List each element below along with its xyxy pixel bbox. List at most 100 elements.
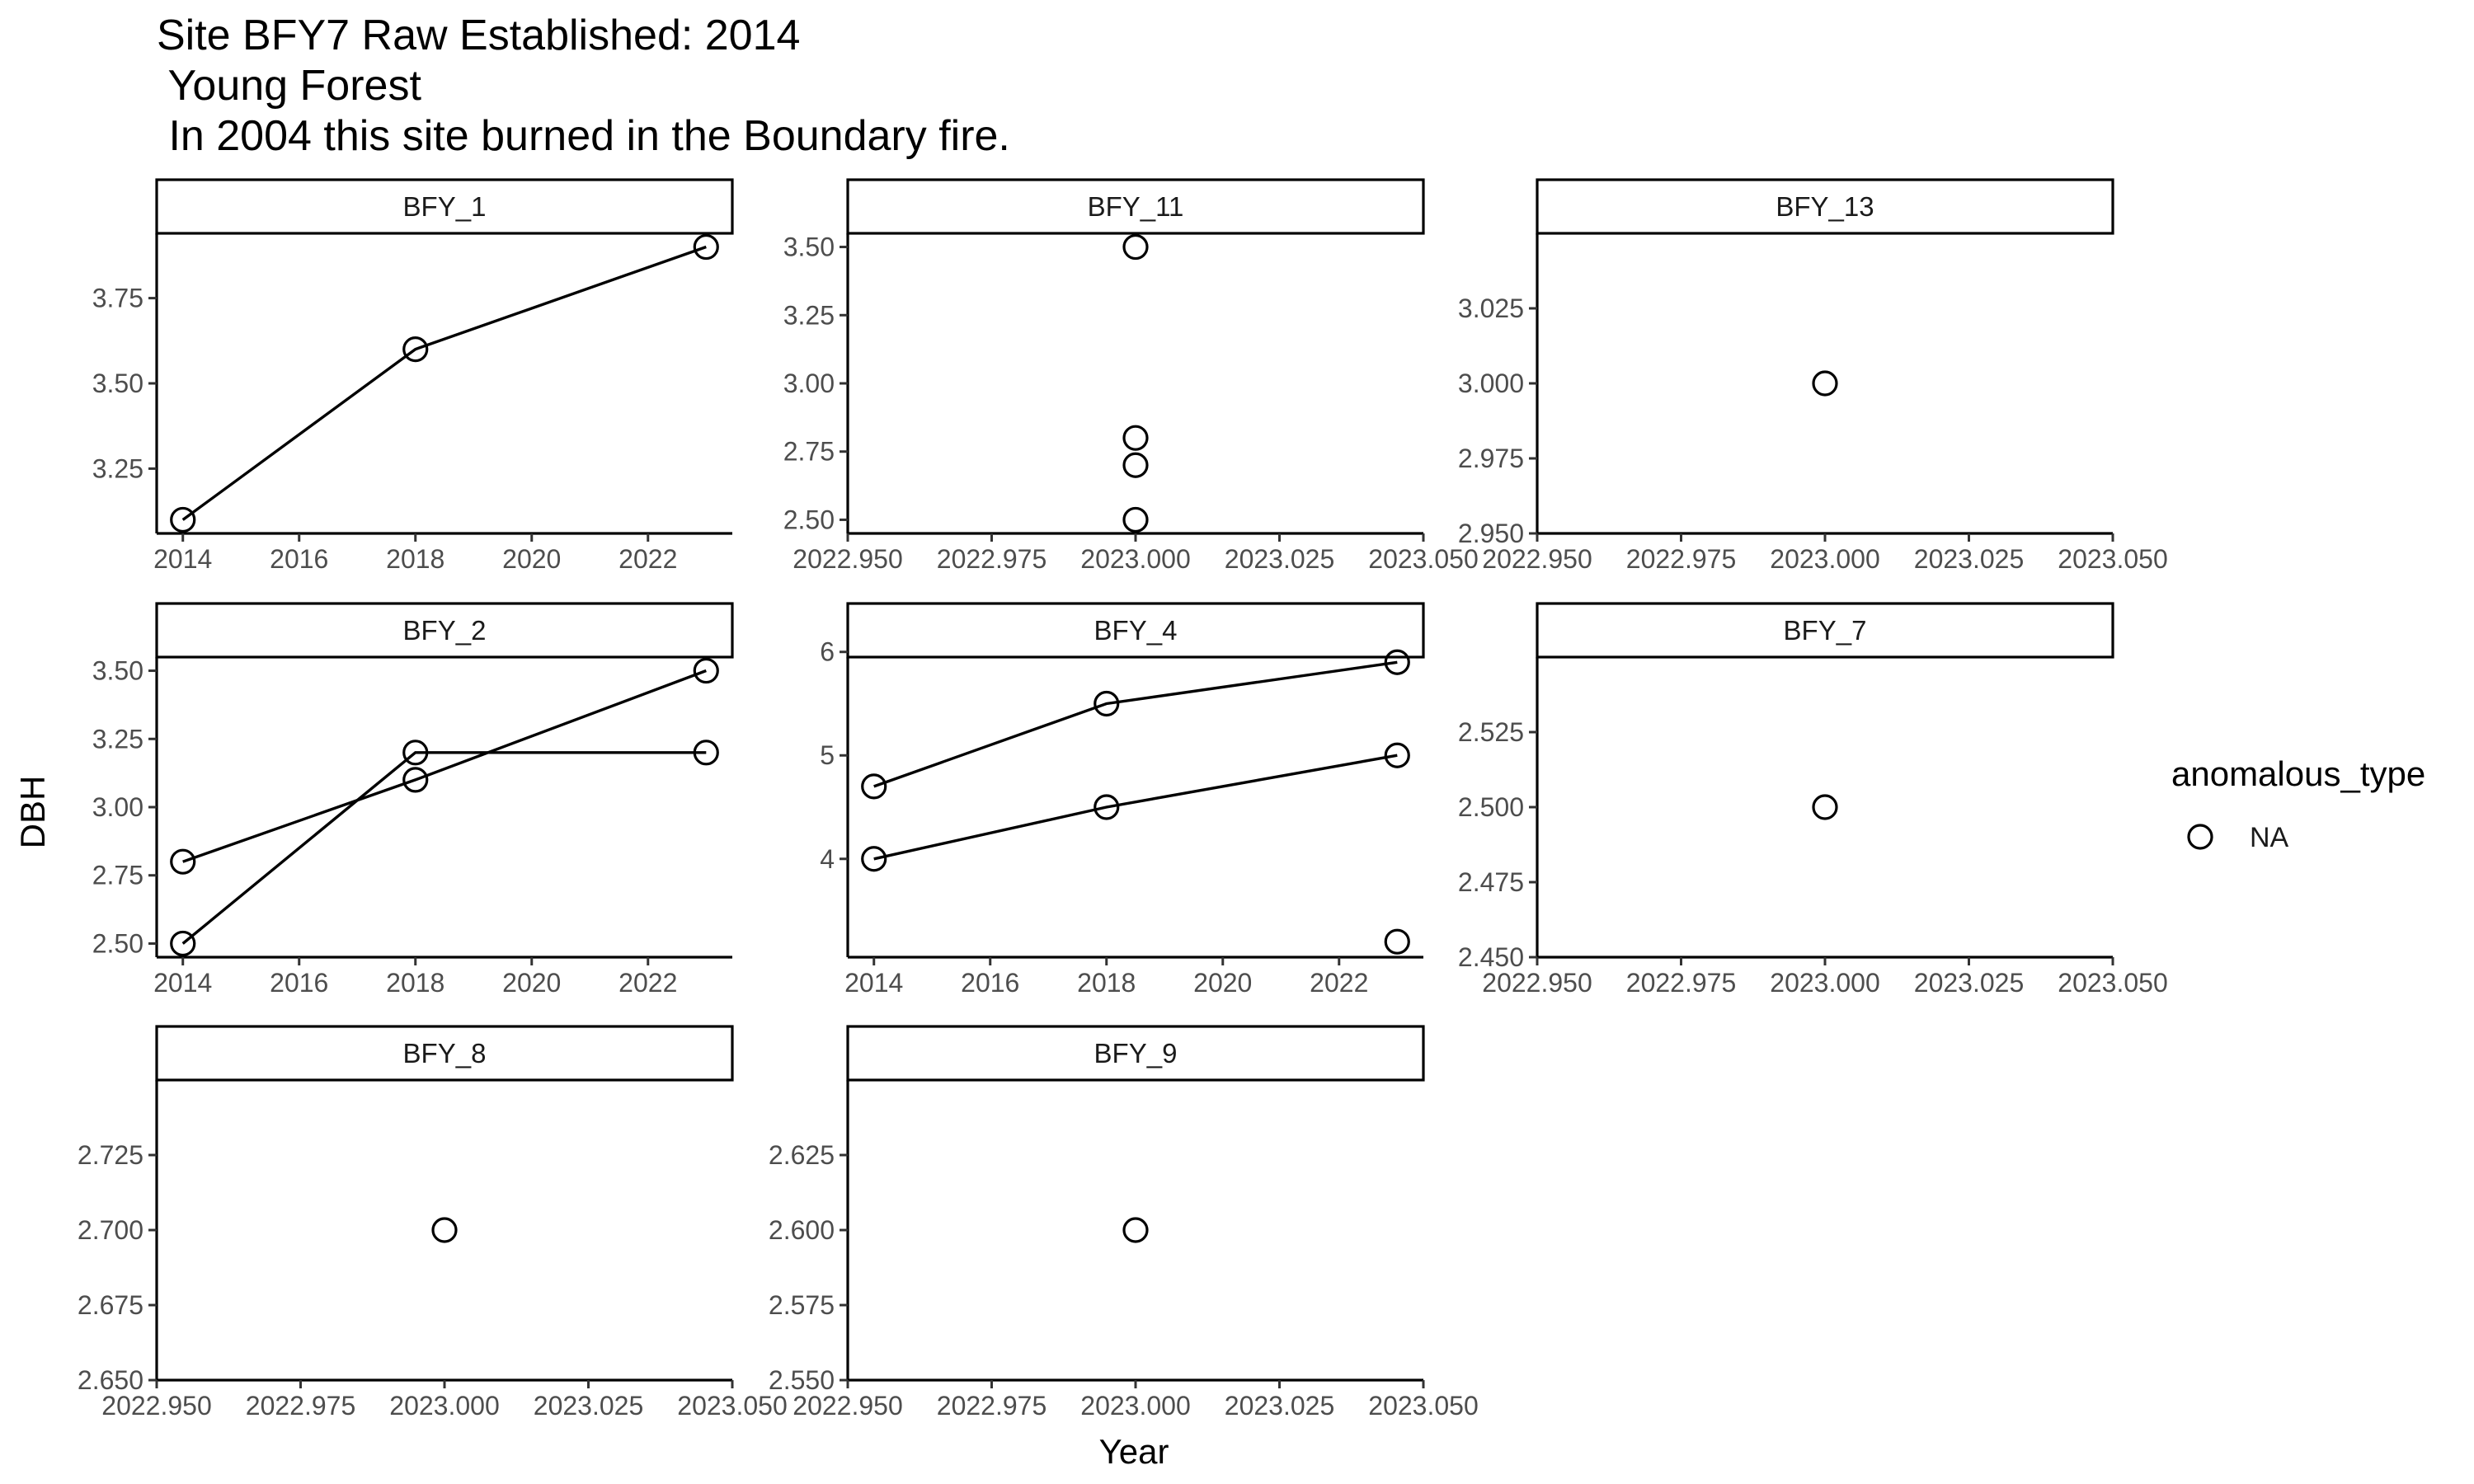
x-tick-label: 2023.050 [2058,968,2167,998]
facet-strip [846,1025,1425,1082]
y-tick-label: 2.700 [78,1215,143,1245]
dbh-point [861,773,887,800]
title-line-2: Young Forest [157,62,421,110]
y-tick-label: 2.575 [769,1290,835,1320]
y-tick-label: 3.025 [1458,294,1524,323]
x-tick-label: 2022.975 [246,1391,355,1421]
y-tick-label: 3.50 [92,369,143,398]
y-tick-label: 3.50 [783,232,835,262]
dbh-point [1094,690,1120,717]
x-tick-label: 2022.950 [1482,968,1592,998]
x-tick-label: 2022 [618,544,677,574]
facet-panel: BFY_1 3.25 3.50 3.75 2014 2016 2018 2020 2022 [92,178,734,574]
x-tick-label: 2023.025 [1225,1391,1334,1421]
dbh-point [170,506,196,533]
facet-panel: BFY_4 4 5 6 2014 2016 2018 2020 2022 [820,602,1425,998]
y-tick-label: 6 [820,637,835,667]
facet-label: BFY_13 [1776,191,1874,222]
y-tick-label: 2.675 [78,1290,143,1320]
x-tick-label: 2016 [961,968,1019,998]
dbh-point [1384,649,1410,675]
x-tick-label: 2022.950 [793,1391,902,1421]
x-tick-label: 2022 [1310,968,1368,998]
tree-dbh-line [873,660,1398,788]
y-tick-label: 3.50 [92,656,143,686]
x-tick-label: 2022.975 [1626,968,1736,998]
x-tick-label: 2022.950 [101,1391,211,1421]
dbh-point [1812,794,1838,820]
y-tick-label: 4 [820,844,835,874]
dbh-point [402,740,429,766]
dbh-point [1122,233,1149,261]
dbh-point [693,233,719,261]
y-axis-title: DBH [13,776,52,849]
x-tick-label: 2022.950 [1482,544,1592,574]
facet-strip [1536,178,2114,235]
legend-title: anomalous_type [2171,754,2425,793]
y-tick-label: 3.25 [783,300,835,330]
title-line-1: Site BFY7 Raw Established: 2014 [157,12,800,59]
dbh-point [1384,742,1410,768]
y-tick-label: 2.650 [78,1365,143,1395]
facet-strip [846,178,1425,235]
facet-strip [155,602,734,659]
legend: anomalous_type NA [2171,754,2425,853]
x-tick-label: 2023.000 [1080,544,1190,574]
dbh-point [1384,928,1410,955]
dbh-point [693,657,719,684]
x-tick-label: 2023.000 [1080,1391,1190,1421]
y-tick-label: 2.75 [92,861,143,890]
x-tick-label: 2018 [386,544,444,574]
facet-panel: BFY_9 2.550 2.575 2.600 2.625 2022.950 2022.97… [769,1025,1479,1421]
y-tick-label: 2.500 [1458,792,1524,822]
x-tick-label: 2016 [270,544,328,574]
facet-label: BFY_8 [403,1038,487,1068]
dbh-point [431,1217,458,1243]
tree-dbh-line [873,754,1398,861]
facet-panel: BFY_7 2.450 2.475 2.500 2.525 2022.950 2022.97… [1458,602,2168,998]
x-tick-label: 2023.025 [1914,968,2024,998]
y-tick-label: 3.00 [783,369,835,398]
dbh-point [170,930,196,957]
x-tick-label: 2023.025 [1914,544,2024,574]
y-tick-label: 2.950 [1458,519,1524,548]
dbh-point [1122,1217,1149,1243]
legend-key-symbol [2187,824,2213,850]
dbh-point [402,767,429,793]
facet-panel: BFY_13 2.950 2.975 3.000 3.025 2022.950 2022.9… [1458,178,2168,574]
y-tick-label: 5 [820,740,835,770]
dbh-point [170,848,196,875]
y-tick-label: 2.725 [78,1140,143,1170]
tree-dbh-line [182,669,707,863]
y-tick-label: 2.600 [769,1215,835,1245]
y-tick-label: 2.975 [1458,444,1524,473]
y-tick-label: 2.625 [769,1140,835,1170]
x-tick-label: 2020 [502,544,561,574]
dbh-point [402,336,429,363]
x-axis-title: Year [1099,1432,1169,1471]
y-tick-label: 2.475 [1458,867,1524,897]
y-tick-label: 2.450 [1458,942,1524,972]
x-tick-label: 2022.975 [937,1391,1047,1421]
facet-label: BFY_11 [1088,191,1184,222]
y-tick-label: 3.75 [92,284,143,313]
x-tick-label: 2023.025 [534,1391,643,1421]
x-tick-label: 2018 [386,968,444,998]
x-tick-label: 2022.975 [1626,544,1736,574]
tree-dbh-line [181,245,707,521]
x-tick-label: 2018 [1077,968,1136,998]
dbh-point [693,740,719,766]
facet-panel: BFY_2 2.50 2.75 3.00 3.25 3.50 2014 2016 2018 202… [92,602,734,998]
facet-strip [1536,602,2114,659]
x-tick-label: 2020 [502,968,561,998]
x-tick-label: 2023.000 [1770,968,1879,998]
facet-panel: BFY_8 2.650 2.675 2.700 2.725 2022.950 2022.97… [78,1025,788,1421]
y-tick-label: 3.00 [92,792,143,822]
x-tick-label: 2014 [153,968,212,998]
y-tick-label: 2.50 [783,505,835,534]
x-tick-label: 2014 [153,544,212,574]
x-tick-label: 2023.025 [1225,544,1334,574]
x-tick-label: 2023.000 [389,1391,499,1421]
facet-label: BFY_1 [403,191,487,222]
